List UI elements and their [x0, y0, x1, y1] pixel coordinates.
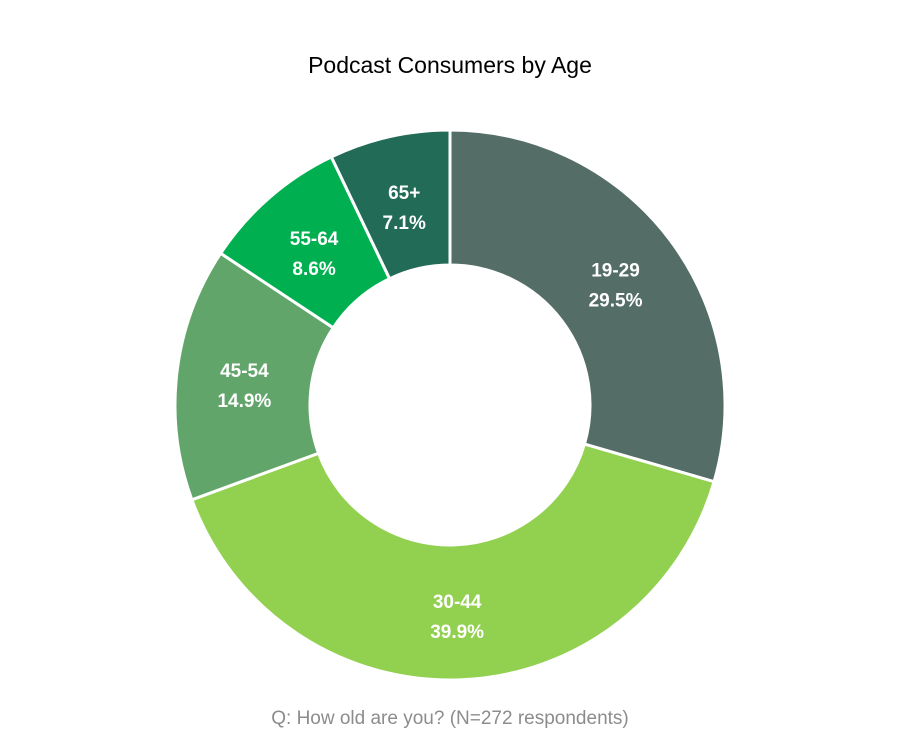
slice-value-label: 8.6%: [292, 259, 335, 280]
slice-value-label: 14.9%: [217, 391, 271, 412]
slice-value-label: 7.1%: [383, 213, 426, 234]
slice-category-label: 45-54: [220, 361, 269, 382]
slice-category-label: 30-44: [433, 592, 482, 613]
donut-slice-30-44: [189, 442, 716, 682]
donut-slice-19-29: [448, 128, 727, 484]
donut-slice-45-54: [173, 251, 336, 502]
chart-footnote: Q: How old are you? (N=272 respondents): [271, 708, 629, 729]
slice-category-label: 65+: [388, 183, 420, 204]
slice-category-label: 55-64: [290, 229, 339, 250]
slice-category-label: 19-29: [591, 261, 640, 282]
slice-value-label: 29.5%: [589, 291, 643, 312]
slice-value-label: 39.9%: [430, 622, 484, 643]
donut-slice-65plus: [329, 128, 452, 281]
chart-title: Podcast Consumers by Age: [308, 52, 592, 78]
